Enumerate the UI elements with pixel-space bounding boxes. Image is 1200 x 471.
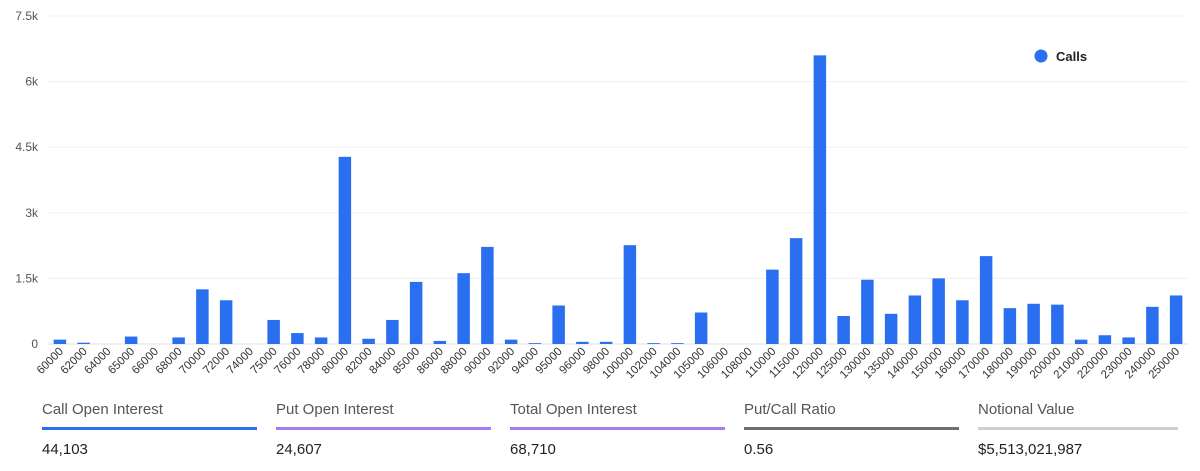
bar-240000[interactable] <box>1146 306 1159 344</box>
stat-put-open-interest: Put Open Interest 24,607 <box>276 398 491 458</box>
bar-125000[interactable] <box>837 316 850 344</box>
bar-105000[interactable] <box>694 312 708 344</box>
bar-230000[interactable] <box>1122 337 1135 344</box>
y-tick-label: 7.5k <box>15 9 39 23</box>
bar-86000[interactable] <box>433 340 447 344</box>
bar-85000[interactable] <box>409 281 423 344</box>
stat-put-call-ratio: Put/Call Ratio 0.56 <box>744 398 959 458</box>
y-tick-label: 1.5k <box>15 271 39 285</box>
bar-180000[interactable] <box>1003 308 1017 344</box>
bar-70000[interactable] <box>196 289 209 344</box>
bar-250000[interactable] <box>1169 295 1183 344</box>
bars <box>53 55 1183 345</box>
stat-underline <box>276 427 491 430</box>
stat-value: $5,513,021,987 <box>978 441 1083 458</box>
stat-underline <box>510 427 725 430</box>
bar-190000[interactable] <box>1027 303 1040 344</box>
y-tick-label: 0 <box>31 337 38 351</box>
bar-95000[interactable] <box>552 305 565 344</box>
legend-label-calls[interactable]: Calls <box>1056 49 1087 64</box>
x-axis: 6000062000640006500066000680007000072000… <box>35 346 1182 382</box>
bar-200000[interactable] <box>1051 304 1064 344</box>
y-tick-label: 6k <box>25 75 39 89</box>
bar-62000[interactable] <box>77 342 90 344</box>
open-interest-bar-chart: 0 1.5k 3k 4.5k 6k 7.5k 6000062000640006500066… <box>15 9 1188 382</box>
stat-label: Notional Value <box>978 401 1075 418</box>
y-tick-label: 3k <box>25 206 39 220</box>
bar-102000[interactable] <box>647 343 660 344</box>
bar-150000[interactable] <box>932 278 945 344</box>
bar-210000[interactable] <box>1074 339 1088 344</box>
bar-60000[interactable] <box>53 339 67 344</box>
bar-100000[interactable] <box>623 245 637 344</box>
bar-82000[interactable] <box>362 338 375 344</box>
stat-value: 0.56 <box>744 441 774 458</box>
bar-160000[interactable] <box>956 300 969 344</box>
bar-94000[interactable] <box>528 343 542 344</box>
bar-72000[interactable] <box>219 300 233 344</box>
y-axis: 0 1.5k 3k 4.5k 6k 7.5k <box>15 9 39 351</box>
bar-76000[interactable] <box>291 333 304 344</box>
bar-92000[interactable] <box>504 339 518 344</box>
gridlines <box>48 15 1188 345</box>
bar-98000[interactable] <box>599 341 613 344</box>
stat-label: Put/Call Ratio <box>744 401 836 418</box>
bar-65000[interactable] <box>124 336 138 344</box>
stats-bar: Call Open Interest 44,103 Put Open Inter… <box>42 398 1192 468</box>
bar-110000[interactable] <box>766 269 779 344</box>
bar-84000[interactable] <box>386 319 399 344</box>
bar-96000[interactable] <box>576 341 589 344</box>
y-tick-label: 4.5k <box>15 140 39 154</box>
bar-80000[interactable] <box>338 156 352 344</box>
bar-78000[interactable] <box>314 337 328 344</box>
stat-underline <box>978 427 1178 430</box>
bar-104000[interactable] <box>671 343 684 344</box>
bar-90000[interactable] <box>481 246 494 344</box>
bar-170000[interactable] <box>979 256 993 344</box>
bar-115000[interactable] <box>789 238 803 344</box>
legend-marker-calls <box>1034 49 1048 63</box>
bar-140000[interactable] <box>908 295 922 344</box>
bar-135000[interactable] <box>884 313 898 344</box>
bar-75000[interactable] <box>267 319 280 344</box>
stat-underline <box>42 427 257 430</box>
stat-underline <box>744 427 959 430</box>
bar-130000[interactable] <box>861 279 874 344</box>
stat-label: Put Open Interest <box>276 401 394 418</box>
stat-total-open-interest: Total Open Interest 68,710 <box>510 398 725 458</box>
stat-call-open-interest: Call Open Interest 44,103 <box>42 398 257 458</box>
bar-120000[interactable] <box>813 55 827 345</box>
stat-value: 68,710 <box>510 441 556 458</box>
stat-value: 44,103 <box>42 441 88 458</box>
bar-220000[interactable] <box>1098 335 1112 344</box>
stat-label: Total Open Interest <box>510 401 637 418</box>
stat-label: Call Open Interest <box>42 401 163 418</box>
stat-value: 24,607 <box>276 441 322 458</box>
bar-68000[interactable] <box>172 337 185 344</box>
bar-88000[interactable] <box>457 273 470 344</box>
legend[interactable]: Calls <box>1034 49 1088 64</box>
stat-notional-value: Notional Value $5,513,021,987 <box>978 398 1178 458</box>
